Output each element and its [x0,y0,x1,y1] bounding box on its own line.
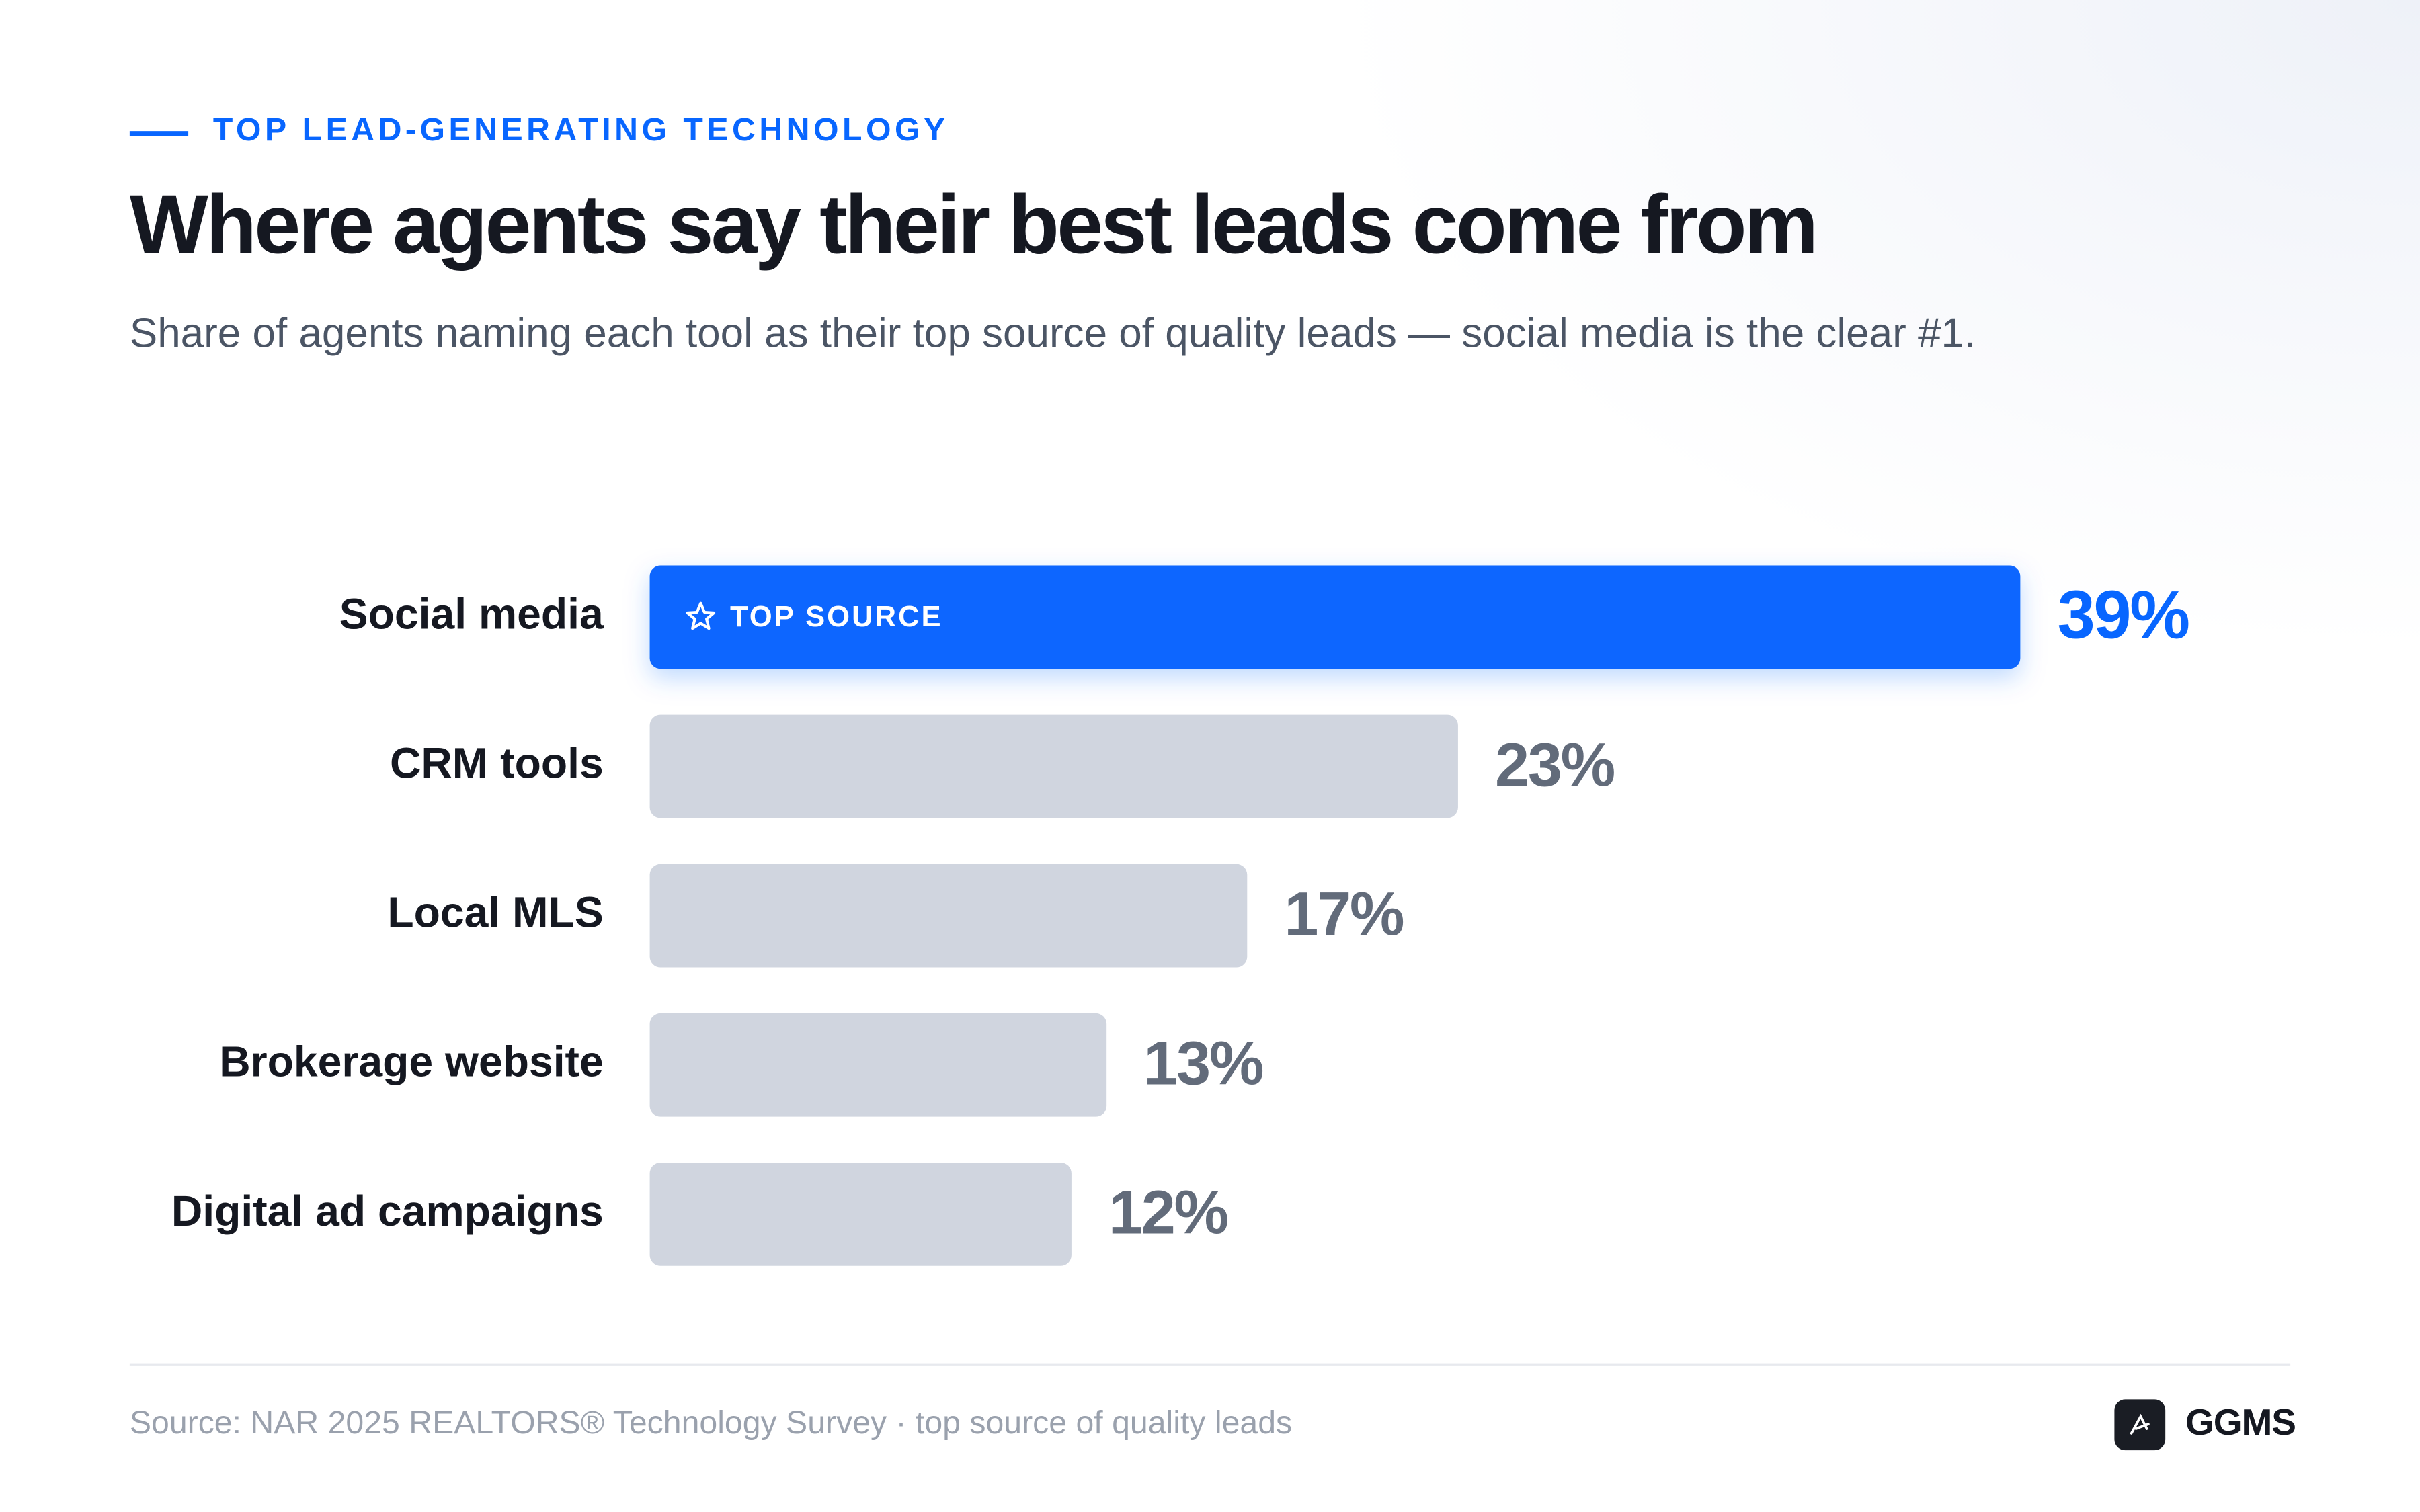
value-label: 12% [1108,1179,1228,1247]
brand-name: GGMS [2185,1402,2296,1444]
bar [649,1162,1072,1266]
badge-label: TOP SOURCE [730,601,943,633]
divider [129,1363,2291,1366]
category-label: Social media [339,589,604,638]
value-label: 23% [1495,730,1615,799]
category-label: Local MLS [387,888,603,937]
bar [649,714,1458,818]
value-label: 17% [1284,880,1404,948]
value-label: 13% [1143,1030,1263,1098]
chart-subtitle: Share of agents naming each tool as thei… [129,310,1976,357]
bar [649,1013,1107,1117]
badge-icon [686,601,716,630]
bar [649,565,2021,669]
logo-mark [2130,1413,2150,1435]
eyebrow: TOP LEAD-GENERATING TECHNOLOGY [212,112,949,149]
category-label: Brokerage website [219,1038,604,1086]
category-label: Digital ad campaigns [171,1187,604,1235]
value-label: 39% [2057,578,2189,653]
chart-title: Where agents say their best leads come f… [129,179,1818,272]
bar [649,864,1248,968]
source-note: Source: NAR 2025 REALTORS® Technology Su… [129,1405,1293,1441]
eyebrow-rule [129,131,189,136]
brand-logo [2114,1399,2166,1451]
category-label: CRM tools [390,739,604,787]
